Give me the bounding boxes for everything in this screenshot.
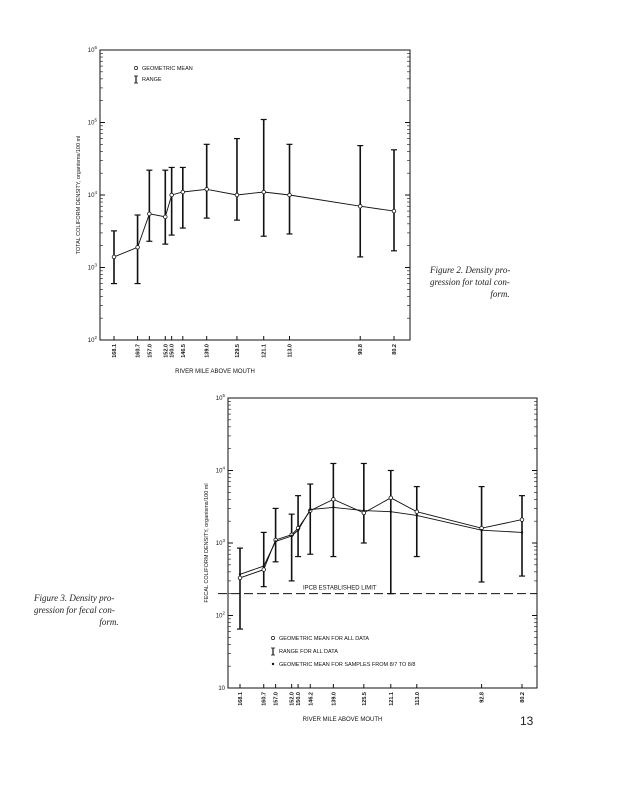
mean-point-alt (389, 510, 392, 513)
y-tick-label: 105 (88, 118, 98, 127)
mean-point-alt (238, 573, 242, 576)
x-tick-label: 160.7 (262, 692, 268, 706)
y-tick-label: 103 (88, 263, 98, 272)
mean-point (358, 204, 363, 209)
y-tick-label: 104 (88, 190, 98, 199)
mean-point-alt (332, 506, 335, 509)
x-tick-label: 92.8 (480, 692, 486, 703)
figure-2-caption-line-2: gression for total con- (430, 277, 510, 287)
legend-mean-alt-symbol (271, 662, 275, 666)
x-tick-label: 80.2 (392, 344, 398, 355)
x-tick-label: 150.0 (296, 692, 302, 706)
legend-label: GEOMETRIC MEAN (142, 66, 193, 72)
x-tick-label: 168.1 (238, 692, 244, 706)
mean-point (261, 189, 266, 195)
mean-point (111, 254, 117, 260)
legend-label: GEOMETRIC MEAN FOR ALL DATA (279, 636, 369, 642)
legend-mean-symbol (134, 66, 138, 70)
mean-point (519, 517, 525, 522)
y-tick-label: 105 (216, 393, 226, 402)
figure-2-caption-line-1: Figure 2. Density pro- (430, 265, 511, 275)
x-tick-label: 157.0 (274, 692, 280, 706)
mean-point-alt (262, 564, 265, 568)
x-tick-label: 152.0 (290, 692, 296, 706)
mean-point-alt (274, 540, 277, 543)
mean-point (414, 509, 419, 514)
mean-point (331, 497, 336, 502)
figure-2-caption-line-3: form. (490, 289, 510, 299)
figure-3-chart: 10 102 103 104 105 168.1 160.7 157.0 152.0 150.0 1… (204, 393, 538, 723)
mean-point-alt (520, 531, 524, 534)
x-tick-label: 113.0 (288, 344, 294, 357)
plot-frame (99, 49, 411, 341)
figure-2-caption: Figure 2. Density pro- gression for tota… (430, 264, 570, 300)
legend-label: RANGE (142, 77, 162, 83)
x-tick-label: 139.0 (331, 692, 337, 706)
mean-point (147, 211, 152, 217)
figure-3-caption-line-2: gression for fecal con- (34, 605, 115, 615)
figure-3-caption-line-1: Figure 3. Density pro- (34, 593, 115, 603)
x-axis-label: RIVER MILE ABOVE MOUTH (175, 369, 255, 375)
y-tick-label: 10 (218, 686, 225, 692)
x-tick-label: 146.5 (181, 344, 187, 358)
x-tick-label: 80.2 (520, 692, 526, 703)
legend-mean-symbol (271, 636, 275, 640)
y-axis-label: FECAL COLIFORM DENSITY, organisms/100 ml (204, 483, 210, 602)
mean-point (135, 245, 140, 250)
y-axis-label: TOTAL COLIFORM DENSITY, organisms/100 ml (76, 136, 82, 255)
x-tick-label: 90.8 (358, 344, 364, 355)
x-tick-label: 125.5 (362, 692, 368, 706)
series-line (113, 188, 395, 258)
mean-point (261, 567, 266, 572)
y-tick-label: 106 (88, 45, 98, 54)
mean-point-alt (290, 534, 293, 538)
y-tick-label: 102 (216, 611, 226, 620)
figure-3-caption-line-3: form. (99, 617, 119, 627)
series-line (239, 506, 523, 575)
x-tick-label: 121.1 (389, 692, 395, 706)
x-tick-label: 121.1 (262, 344, 268, 358)
ipcb-limit-label: IPCB ESTABLISHED LIMIT (303, 586, 377, 592)
series-line (239, 497, 523, 579)
mean-point-alt (480, 529, 483, 532)
mean-point-alt (362, 509, 366, 512)
x-tick-label: 139.0 (205, 344, 211, 358)
x-tick-label: 146.2 (308, 692, 314, 706)
legend-label: GEOMETRIC MEAN FOR SAMPLES FROM 8/7 TO 8… (279, 662, 415, 668)
page-number: 13 (520, 714, 534, 728)
y-tick-label: 102 (88, 335, 98, 344)
y-tick-label: 104 (216, 466, 226, 475)
x-tick-label: 152.0 (163, 344, 169, 358)
mean-point (391, 208, 397, 214)
mean-point-alt (309, 508, 312, 511)
x-tick-label: 157.0 (147, 344, 153, 358)
mean-point (237, 575, 243, 581)
mean-point (163, 214, 168, 220)
mean-point (287, 192, 292, 198)
x-tick-label: 168.1 (112, 344, 118, 358)
mean-point-alt (415, 514, 418, 517)
mean-point-alt (296, 529, 300, 532)
x-axis-label: RIVER MILE ABOVE MOUTH (303, 717, 383, 723)
mean-point (180, 189, 186, 195)
legend-label: RANGE FOR ALL DATA (279, 649, 338, 655)
x-tick-label: 113.0 (415, 692, 421, 705)
x-tick-label: 150.0 (170, 344, 176, 358)
x-tick-label: 129.5 (235, 344, 241, 358)
mean-point (388, 495, 393, 501)
mean-point (169, 192, 174, 198)
mean-point (234, 192, 240, 198)
figure-3-caption: Figure 3. Density pro- gression for feca… (34, 592, 184, 628)
mean-point (204, 187, 209, 192)
y-tick-label: 103 (216, 538, 226, 547)
figure-2-chart: 102 103 104 105 106 168.1 160.7 157.0 152.0 150.0… (76, 45, 411, 375)
x-tick-label: 160.7 (136, 344, 142, 358)
